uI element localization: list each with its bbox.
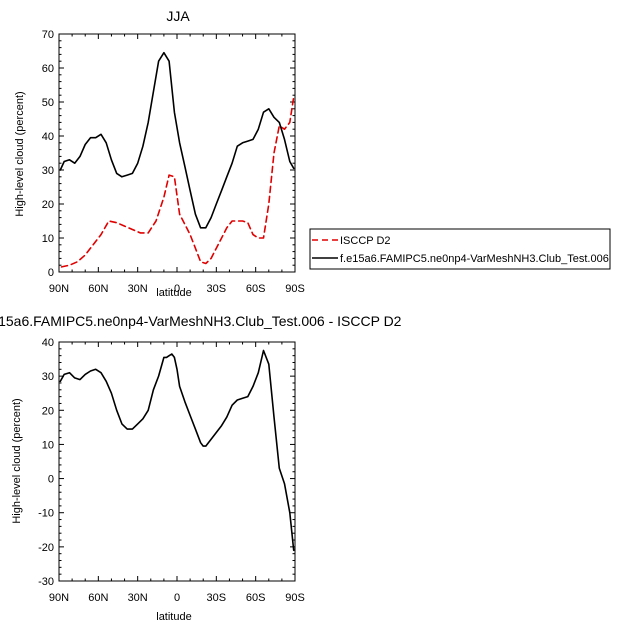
series-line-bottom-0	[59, 349, 295, 552]
x-tick-label-bottom: 30N	[128, 592, 148, 604]
y-tick-label-top: 60	[42, 63, 54, 75]
y-tick-label-top: 10	[42, 233, 54, 245]
y-tick-label-bottom: -20	[38, 542, 54, 554]
x-tick-label-top: 60N	[88, 283, 108, 295]
y-tick-label-top: 20	[42, 199, 54, 211]
y-tick-label-bottom: -10	[38, 508, 54, 520]
series-line-top-0	[60, 96, 295, 268]
legend-box	[309, 228, 611, 270]
x-tick-label-top: 90N	[49, 283, 69, 295]
y-tick-label-top: 40	[42, 131, 54, 143]
y-tick-label-bottom: 40	[42, 337, 54, 349]
y-tick-label-top: 50	[42, 97, 54, 109]
panel-top: JJA 0 10 20 30 40 50 60 70 90N 60N 30N 0 30S 60S 90S l…	[14, 8, 305, 299]
x-tick-label-top: 0	[174, 283, 180, 295]
series-line-top-1	[59, 51, 295, 229]
plot-frame-top	[58, 33, 296, 273]
panel-bottom: f.e15a6.FAMIPC5.ne0np4-VarMeshNH3.Club_T…	[0, 313, 402, 623]
y-tick-label-bottom: 20	[42, 405, 54, 417]
x-tick-label-top: 60S	[246, 283, 266, 295]
y-tick-label-bottom: 10	[42, 439, 54, 451]
x-tick-label-top: 30N	[128, 283, 148, 295]
x-axis-label-bottom: latitude	[156, 611, 191, 623]
y-axis-label-bottom: High-level cloud (percent)	[11, 398, 23, 523]
x-tick-label-top: 30S	[207, 283, 227, 295]
y-axis-label-top: High-level cloud (percent)	[14, 91, 26, 216]
plot-frame-bottom	[58, 341, 296, 582]
x-tick-label-top: 90S	[285, 283, 305, 295]
y-tick-label-top: 70	[42, 29, 54, 41]
x-tick-label-bottom: 60N	[88, 592, 108, 604]
legend-entry-isccp: ISCCP D2	[340, 235, 391, 247]
y-tick-label-bottom: 30	[42, 371, 54, 383]
x-tick-label-bottom: 30S	[207, 592, 227, 604]
legend-entry-model: f.e15a6.FAMIPC5.ne0np4-VarMeshNH3.Club_T…	[340, 253, 609, 265]
legend: ISCCP D2 f.e15a6.FAMIPC5.ne0np4-VarMeshN…	[309, 228, 611, 270]
chart-title-bottom: f.e15a6.FAMIPC5.ne0np4-VarMeshNH3.Club_T…	[0, 313, 402, 329]
y-tick-label-bottom: 0	[48, 474, 54, 486]
x-tick-label-bottom: 90N	[49, 592, 69, 604]
x-tick-label-bottom: 90S	[285, 592, 305, 604]
chart-title-top: JJA	[166, 8, 190, 24]
x-tick-label-bottom: 0	[174, 592, 180, 604]
x-axis-label-top: latitude	[156, 287, 191, 299]
y-tick-label-top: 0	[48, 267, 54, 279]
y-tick-label-bottom: -30	[38, 576, 54, 588]
y-tick-label-top: 30	[42, 165, 54, 177]
x-tick-label-bottom: 60S	[246, 592, 266, 604]
